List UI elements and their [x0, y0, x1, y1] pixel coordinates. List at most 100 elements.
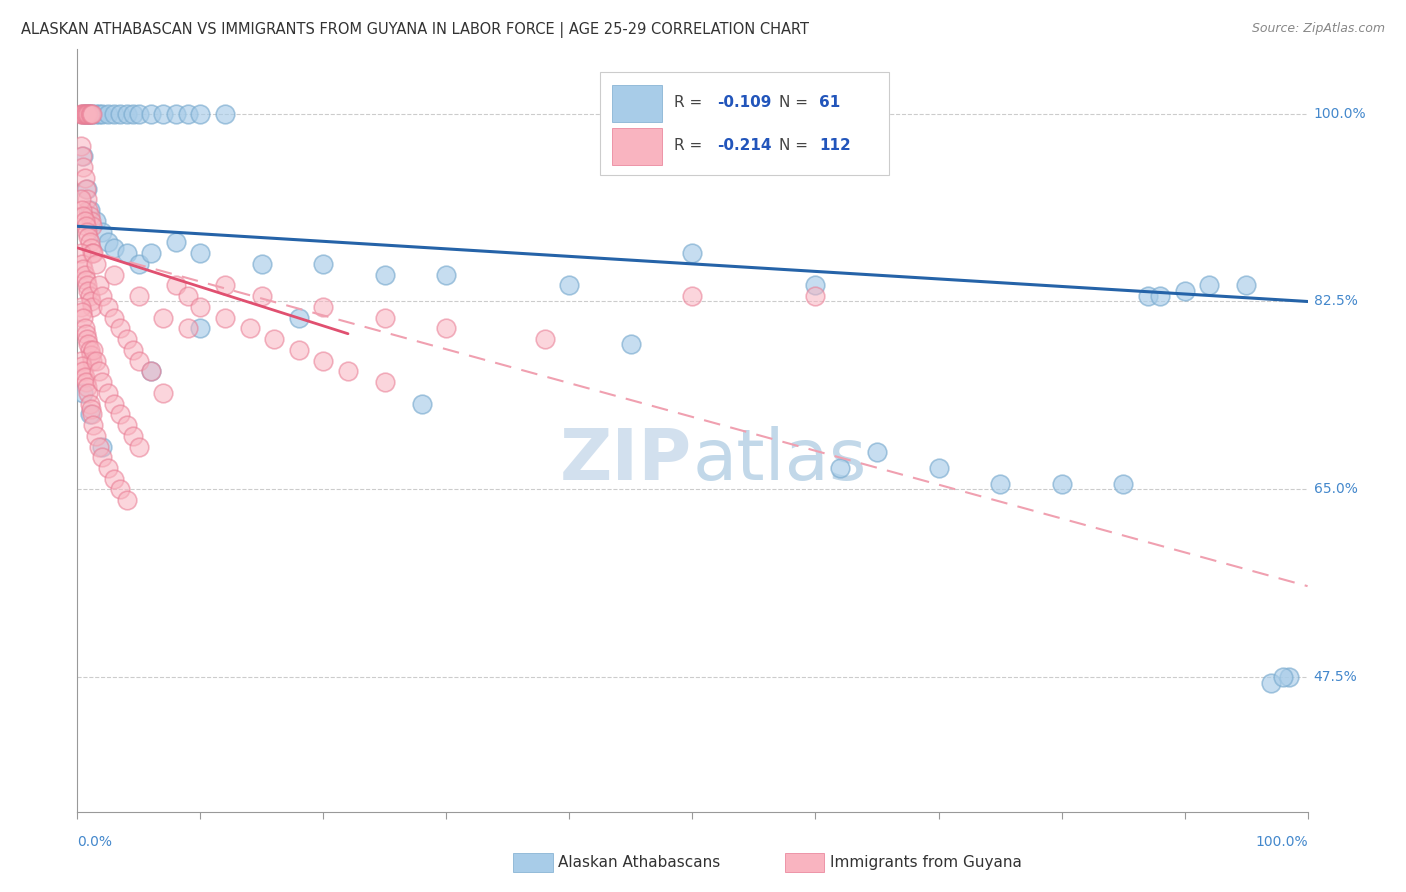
Point	[188, 246, 212, 260]
Point	[177, 289, 200, 303]
Point	[84, 214, 107, 228]
Point	[79, 343, 101, 357]
Point	[79, 407, 101, 421]
Point	[165, 235, 187, 250]
Point	[312, 300, 335, 314]
Point	[79, 396, 101, 410]
Point	[82, 246, 104, 260]
Text: Immigrants from Guyana: Immigrants from Guyana	[830, 855, 1021, 870]
Point	[115, 106, 138, 120]
Point	[90, 450, 114, 465]
Point	[76, 380, 98, 394]
Point	[128, 106, 150, 120]
Point	[70, 257, 93, 271]
Point	[82, 407, 104, 421]
Point	[121, 429, 143, 443]
Point	[374, 310, 396, 325]
Point	[1149, 289, 1171, 303]
Point	[115, 417, 138, 432]
Point	[84, 429, 107, 443]
Point	[97, 235, 120, 250]
Point	[141, 246, 163, 260]
Point	[1278, 670, 1301, 684]
Point	[82, 417, 104, 432]
Point	[188, 321, 212, 335]
Point	[72, 106, 94, 120]
Point	[110, 321, 132, 335]
Point	[928, 461, 950, 475]
Point	[103, 472, 125, 486]
Point	[115, 332, 138, 346]
Point	[79, 203, 101, 218]
Point	[188, 300, 212, 314]
Point	[1050, 477, 1073, 491]
Point	[177, 321, 200, 335]
Point	[82, 106, 104, 120]
Point	[115, 246, 138, 260]
Point	[177, 106, 200, 120]
Point	[77, 106, 100, 120]
Point	[1112, 477, 1135, 491]
Text: -0.214: -0.214	[717, 138, 772, 153]
Point	[90, 106, 114, 120]
Point	[76, 225, 98, 239]
Point	[80, 106, 103, 120]
Point	[374, 375, 396, 389]
Point	[804, 289, 827, 303]
Text: -0.109: -0.109	[717, 95, 772, 110]
Point	[70, 203, 93, 218]
Point	[115, 493, 138, 508]
Point	[76, 332, 98, 346]
Point	[77, 106, 100, 120]
Text: 0.0%: 0.0%	[77, 835, 112, 849]
Point	[79, 106, 101, 120]
Text: Source: ZipAtlas.com: Source: ZipAtlas.com	[1251, 22, 1385, 36]
Point	[97, 385, 120, 400]
Point	[84, 106, 107, 120]
Point	[312, 353, 335, 368]
Point	[830, 461, 852, 475]
Point	[73, 268, 96, 282]
Point	[141, 106, 163, 120]
Point	[152, 385, 174, 400]
Point	[97, 300, 120, 314]
Point	[82, 353, 104, 368]
Point	[411, 396, 433, 410]
Point	[374, 268, 396, 282]
Point	[165, 278, 187, 293]
Point	[75, 106, 97, 120]
Point	[110, 106, 132, 120]
Point	[682, 289, 704, 303]
Text: 47.5%: 47.5%	[1313, 671, 1357, 684]
Point	[152, 106, 174, 120]
Text: 100.0%: 100.0%	[1256, 835, 1308, 849]
Point	[84, 353, 107, 368]
Point	[90, 440, 114, 454]
Point	[128, 289, 150, 303]
Point	[152, 310, 174, 325]
Point	[90, 225, 114, 239]
Point	[82, 246, 104, 260]
Point	[72, 106, 94, 120]
Point	[70, 149, 93, 163]
Point	[73, 369, 96, 384]
Point	[73, 321, 96, 335]
Point	[80, 401, 103, 416]
Point	[70, 138, 93, 153]
Point	[72, 209, 94, 223]
Point	[103, 310, 125, 325]
Point	[72, 385, 94, 400]
Point	[72, 262, 94, 277]
Point	[82, 343, 104, 357]
Point	[110, 407, 132, 421]
Point	[70, 193, 93, 207]
Point	[70, 106, 93, 120]
Point	[1260, 675, 1282, 690]
Point	[72, 149, 94, 163]
Point	[80, 348, 103, 362]
Point	[76, 106, 98, 120]
Point	[75, 273, 97, 287]
Point	[103, 268, 125, 282]
Point	[79, 106, 101, 120]
Point	[121, 106, 143, 120]
